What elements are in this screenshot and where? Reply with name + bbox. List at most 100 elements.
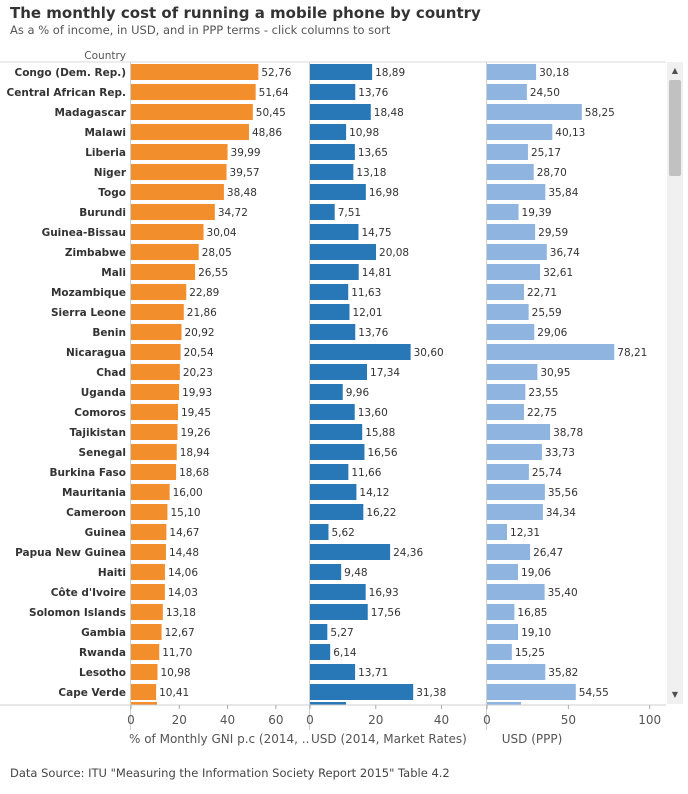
country-label[interactable]: Rwanda (79, 647, 126, 659)
bar-chart[interactable]: Country Congo (Dem. Rep.) 52,76 18,89 30,18 C… (0, 0, 668, 760)
bar[interactable] (310, 164, 354, 180)
country-label[interactable]: Burundi (79, 207, 126, 219)
bar[interactable] (487, 604, 515, 620)
bar[interactable] (310, 64, 373, 80)
bar[interactable] (310, 604, 368, 620)
bar[interactable] (131, 224, 204, 240)
bar[interactable] (487, 104, 582, 120)
axis-title-0[interactable]: % of Monthly GNI p.c (2014, .. (129, 732, 309, 746)
country-label[interactable]: Central African Rep. (7, 87, 126, 99)
bar[interactable] (131, 444, 177, 460)
scroll-up-arrow-icon[interactable]: ▲ (671, 66, 679, 75)
bar[interactable] (487, 524, 508, 540)
bar[interactable] (131, 664, 158, 680)
bar[interactable] (487, 624, 519, 640)
bar[interactable] (131, 544, 166, 560)
bar[interactable] (131, 604, 163, 620)
bar[interactable] (310, 144, 355, 160)
bar[interactable] (487, 664, 546, 680)
country-label[interactable]: Chad (96, 367, 126, 379)
country-label[interactable]: Liberia (85, 147, 126, 159)
bar[interactable] (487, 264, 541, 280)
bar[interactable] (310, 284, 349, 300)
country-label[interactable]: Senegal (79, 447, 126, 459)
country-label[interactable]: Lesotho (79, 667, 126, 679)
country-label[interactable]: Cameroon (66, 507, 126, 519)
bar[interactable] (131, 424, 178, 440)
country-label[interactable]: Malawi (84, 127, 126, 139)
country-label[interactable]: Sierra Leone (51, 307, 126, 319)
bar[interactable] (487, 144, 528, 160)
bar[interactable] (131, 104, 253, 120)
bar[interactable] (131, 284, 187, 300)
bar[interactable] (310, 444, 365, 460)
bar[interactable] (310, 104, 371, 120)
bar[interactable] (131, 584, 165, 600)
bar[interactable] (310, 564, 342, 580)
bar[interactable] (131, 204, 215, 220)
bar[interactable] (131, 144, 228, 160)
bar[interactable] (131, 264, 196, 280)
bar[interactable] (487, 504, 543, 520)
bar[interactable] (310, 644, 331, 660)
bar[interactable] (310, 484, 357, 500)
bar[interactable] (310, 404, 355, 420)
bar[interactable] (131, 524, 167, 540)
country-label[interactable]: Nicaragua (66, 347, 126, 359)
bar[interactable] (131, 244, 199, 260)
country-label[interactable]: Togo (98, 187, 126, 199)
bar[interactable] (310, 324, 356, 340)
bar[interactable] (131, 64, 259, 80)
bar[interactable] (131, 164, 227, 180)
country-label[interactable]: Niger (94, 167, 127, 179)
bar[interactable] (487, 364, 538, 380)
bar[interactable] (487, 464, 529, 480)
bar[interactable] (131, 384, 180, 400)
bar[interactable] (131, 344, 181, 360)
bar[interactable] (310, 684, 414, 700)
bar[interactable] (487, 384, 526, 400)
country-label[interactable]: Madagascar (55, 107, 127, 119)
bar[interactable] (487, 684, 576, 700)
bar[interactable] (487, 184, 546, 200)
country-label[interactable]: Haiti (98, 567, 126, 579)
bar[interactable] (487, 64, 537, 80)
country-label[interactable]: Comoros (74, 407, 126, 419)
bar[interactable] (487, 404, 525, 420)
bar[interactable] (487, 124, 553, 140)
bar[interactable] (487, 544, 531, 560)
vertical-scrollbar[interactable]: ▲ ▼ (667, 62, 683, 704)
bar[interactable] (131, 184, 224, 200)
bar[interactable] (310, 424, 363, 440)
country-label[interactable]: Solomon Islands (29, 607, 126, 619)
bar[interactable] (487, 344, 615, 360)
bar[interactable] (310, 464, 349, 480)
bar[interactable] (310, 244, 377, 260)
bar[interactable] (310, 124, 347, 140)
bar[interactable] (310, 624, 328, 640)
bar[interactable] (310, 544, 391, 560)
bar[interactable] (131, 84, 256, 100)
bar[interactable] (131, 564, 165, 580)
bar[interactable] (131, 684, 157, 700)
bar[interactable] (310, 304, 350, 320)
bar[interactable] (487, 284, 524, 300)
row-header-label[interactable]: Country (84, 50, 126, 62)
scroll-down-arrow-icon[interactable]: ▼ (671, 690, 679, 699)
bar[interactable] (310, 344, 411, 360)
country-label[interactable]: Cape Verde (58, 687, 126, 699)
country-label[interactable]: Uganda (81, 387, 126, 399)
country-label[interactable]: Mali (101, 267, 126, 279)
bar[interactable] (131, 124, 249, 140)
bar[interactable] (131, 364, 180, 380)
bar[interactable] (310, 364, 368, 380)
bar[interactable] (487, 424, 551, 440)
bar[interactable] (131, 304, 184, 320)
bar[interactable] (487, 324, 535, 340)
bar[interactable] (487, 644, 512, 660)
country-label[interactable]: Burkina Faso (49, 467, 126, 479)
scroll-thumb[interactable] (669, 80, 681, 176)
bar[interactable] (310, 504, 364, 520)
bar[interactable] (131, 324, 182, 340)
country-label[interactable]: Mauritania (62, 487, 126, 499)
